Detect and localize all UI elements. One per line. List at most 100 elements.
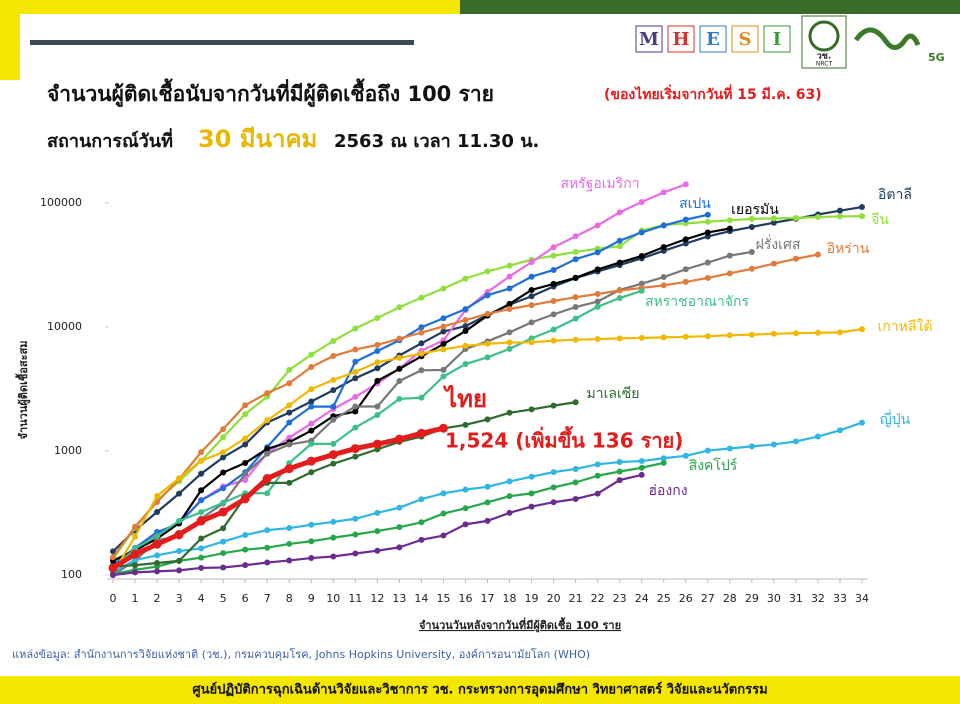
data-point [330, 518, 337, 525]
data-point [506, 509, 513, 516]
data-point [550, 266, 557, 273]
data-point [440, 315, 447, 322]
data-point [616, 459, 623, 466]
source: แหล่งข้อมูล: สำนักงานการวิจัยแห่งชาติ (ว… [12, 647, 590, 661]
data-point [770, 330, 777, 337]
data-point [176, 567, 183, 574]
data-point [594, 461, 601, 468]
data-point [748, 331, 755, 338]
data-point [770, 260, 777, 267]
data-point [506, 339, 513, 346]
data-point [264, 490, 271, 497]
data-point [748, 223, 755, 230]
data-point [396, 304, 403, 311]
data-point [352, 531, 359, 538]
series-label: สหราชอาณาจักร [645, 294, 749, 310]
data-point [638, 471, 645, 478]
data-point [550, 337, 557, 344]
data-point [330, 387, 337, 394]
data-point [330, 534, 337, 541]
data-point [660, 189, 667, 196]
data-point [330, 460, 337, 467]
data-point [352, 375, 359, 382]
data-point [396, 504, 403, 511]
data-point [616, 209, 623, 216]
data-point [176, 548, 183, 555]
data-point [770, 441, 777, 448]
data-point [616, 477, 623, 484]
data-point [418, 340, 425, 347]
data-point [306, 456, 316, 466]
data-point [242, 470, 249, 477]
logo-letter-box [763, 25, 791, 53]
data-point [836, 213, 843, 220]
data-point [308, 398, 315, 405]
data-point [176, 490, 183, 497]
data-point [308, 420, 315, 427]
x-tick-label: 11 [348, 592, 362, 605]
data-point [726, 225, 733, 232]
data-point [396, 524, 403, 531]
data-point [704, 218, 711, 225]
series-label: เยอรมัน [731, 202, 779, 218]
data-point [814, 329, 821, 336]
x-tick-label: 28 [723, 592, 737, 605]
series-line [112, 461, 664, 576]
data-point [308, 351, 315, 358]
data-point [462, 328, 469, 335]
x-tick-label: 29 [745, 592, 759, 605]
data-point [506, 329, 513, 336]
data-point [572, 304, 579, 311]
data-point [374, 377, 381, 384]
x-tick-label: 16 [458, 592, 472, 605]
data-point [220, 564, 227, 571]
thai-label: ไทย [442, 384, 487, 413]
data-point [682, 333, 689, 340]
logo-letter: I [773, 29, 781, 50]
data-point [792, 255, 799, 262]
subtitle-date: 30 มีนาคม [198, 125, 317, 153]
data-point [262, 474, 272, 484]
data-point [506, 409, 513, 416]
data-point [484, 292, 491, 299]
data-point [394, 434, 404, 444]
data-point [528, 490, 535, 497]
data-point [198, 470, 205, 477]
nrct-emblem [808, 20, 840, 52]
data-point [484, 499, 491, 506]
data-point [198, 509, 205, 516]
data-point [198, 564, 205, 571]
series-label: จีน [871, 212, 889, 228]
data-point [638, 334, 645, 341]
x-tick-label: 31 [789, 592, 803, 605]
data-point [308, 403, 315, 410]
data-point [132, 557, 139, 564]
data-point [264, 450, 271, 457]
series-label: ฝรั่งเศส [756, 235, 801, 253]
data-point [286, 540, 293, 547]
data-point [308, 364, 315, 371]
data-point [374, 411, 381, 418]
series [110, 181, 689, 570]
data-point [550, 499, 557, 506]
series-line [112, 213, 709, 567]
data-point [198, 535, 205, 542]
data-point [396, 395, 403, 402]
data-point [374, 528, 381, 535]
data-point [859, 204, 865, 211]
data-point [572, 256, 579, 263]
data-point [638, 229, 645, 236]
series [110, 251, 821, 561]
series [110, 459, 667, 577]
data-point [330, 553, 337, 560]
data-point [572, 274, 579, 281]
data-point [286, 402, 293, 409]
data-point [506, 300, 513, 307]
data-point [220, 499, 227, 506]
x-tick-label: 13 [392, 592, 406, 605]
data-point [286, 557, 293, 564]
data-point [440, 323, 447, 330]
series-line [112, 401, 576, 568]
data-point [308, 386, 315, 393]
data-point [220, 485, 227, 492]
